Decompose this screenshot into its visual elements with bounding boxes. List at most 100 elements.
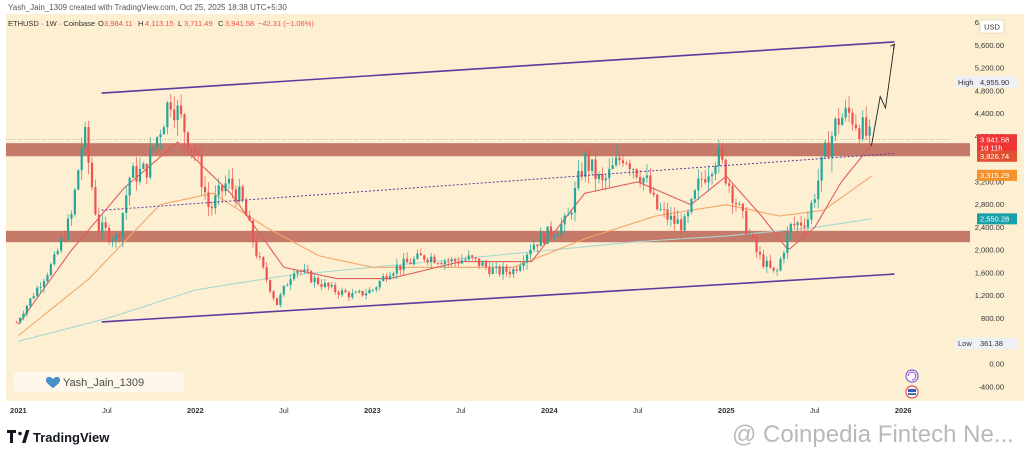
watermark-text: @ Coinpedia Fintech Ne... <box>732 421 1014 448</box>
candle <box>577 159 580 191</box>
candle-body <box>80 147 83 171</box>
candle-body <box>166 102 169 128</box>
candle-body <box>159 134 162 138</box>
candle <box>683 213 686 231</box>
candle <box>498 264 501 277</box>
candle-body <box>231 178 234 190</box>
candle <box>159 129 162 150</box>
close-label: C <box>218 19 224 28</box>
candle <box>772 267 775 273</box>
price-label-value: 361.38 <box>980 339 1003 348</box>
candle <box>303 263 306 274</box>
candle-body <box>385 276 388 280</box>
candle <box>471 254 474 261</box>
y-tick-label: 1,600.00 <box>975 268 1004 277</box>
price-label-box <box>977 134 1017 146</box>
candle-body <box>656 194 659 210</box>
candle <box>717 139 720 174</box>
candle-body <box>443 261 446 265</box>
candle-body <box>611 165 614 169</box>
candle-body <box>227 178 231 184</box>
footer-bar <box>0 418 1024 456</box>
candle-body <box>680 219 683 231</box>
candle-body <box>477 258 481 266</box>
candle-body <box>53 254 56 265</box>
candle <box>707 165 710 192</box>
y-tick-label: 2,400.00 <box>975 223 1004 232</box>
candle-body <box>255 242 258 257</box>
candle-body <box>258 256 261 258</box>
candle-body <box>210 206 213 209</box>
candle-body <box>248 215 251 221</box>
candle-body <box>539 233 542 247</box>
time-axis[interactable]: 2021 Jul 2022 Jul 2023 Jul 2024 Jul 2025 Jul 2026 <box>10 406 912 415</box>
candle <box>361 290 364 298</box>
candle-body <box>190 147 193 150</box>
candle-body <box>344 290 347 293</box>
candle <box>269 279 272 295</box>
candle <box>18 316 22 325</box>
currency-badge[interactable]: USD <box>979 19 1005 34</box>
candle <box>447 257 450 268</box>
candle-body <box>111 240 114 242</box>
candle-body <box>563 215 566 225</box>
candle-body <box>618 157 621 161</box>
candle <box>844 99 847 122</box>
candle <box>217 178 220 205</box>
candle-body <box>827 142 830 158</box>
candle <box>155 136 159 153</box>
candle <box>865 106 868 140</box>
candle-body <box>269 280 272 292</box>
candle-body <box>66 218 70 241</box>
candle <box>193 143 196 162</box>
candle <box>162 124 166 135</box>
candle <box>296 269 299 279</box>
y-tick-label: 0.00 <box>989 360 1004 369</box>
candle <box>131 162 135 179</box>
candle <box>128 176 131 206</box>
candle <box>104 216 107 233</box>
candle-body <box>378 280 381 288</box>
candle <box>560 217 563 241</box>
candle <box>286 282 289 287</box>
candle-body <box>176 105 179 121</box>
price-label-value: 3,826.74 <box>980 152 1009 161</box>
channel-upper-line <box>101 41 895 94</box>
candle-body <box>645 175 649 178</box>
candle-body <box>18 318 22 323</box>
candle <box>450 256 453 267</box>
candle-body <box>858 128 861 140</box>
author-tag[interactable]: Yash_Jain_1309 <box>14 372 184 392</box>
candle-body <box>197 153 200 156</box>
price-label: 3,826.74 <box>977 150 1017 162</box>
candle-body <box>495 266 498 268</box>
candle <box>621 155 625 167</box>
candle-body <box>347 292 351 298</box>
candle <box>467 250 470 261</box>
candle <box>385 273 388 283</box>
candle <box>56 248 59 256</box>
candle <box>90 157 94 191</box>
candle-body <box>847 107 851 113</box>
candle-body <box>316 277 320 285</box>
candle <box>724 158 727 186</box>
candle-body <box>508 271 512 275</box>
candle-body <box>162 127 166 135</box>
candle-body <box>553 235 556 237</box>
candle-body <box>351 292 354 298</box>
candle <box>337 290 340 299</box>
candle-body <box>693 190 696 199</box>
x-tick-label: Jul <box>102 406 112 415</box>
candle-body <box>776 270 779 272</box>
x-tick-label: 2025 <box>718 406 735 415</box>
candle <box>36 285 39 298</box>
candle <box>628 159 631 176</box>
candle <box>604 174 607 191</box>
tradingview-logo[interactable]: TradingView <box>7 430 110 445</box>
candle-body <box>755 237 758 252</box>
tv-icons[interactable] <box>905 369 919 399</box>
candle-body <box>382 276 385 281</box>
candle <box>638 169 642 188</box>
